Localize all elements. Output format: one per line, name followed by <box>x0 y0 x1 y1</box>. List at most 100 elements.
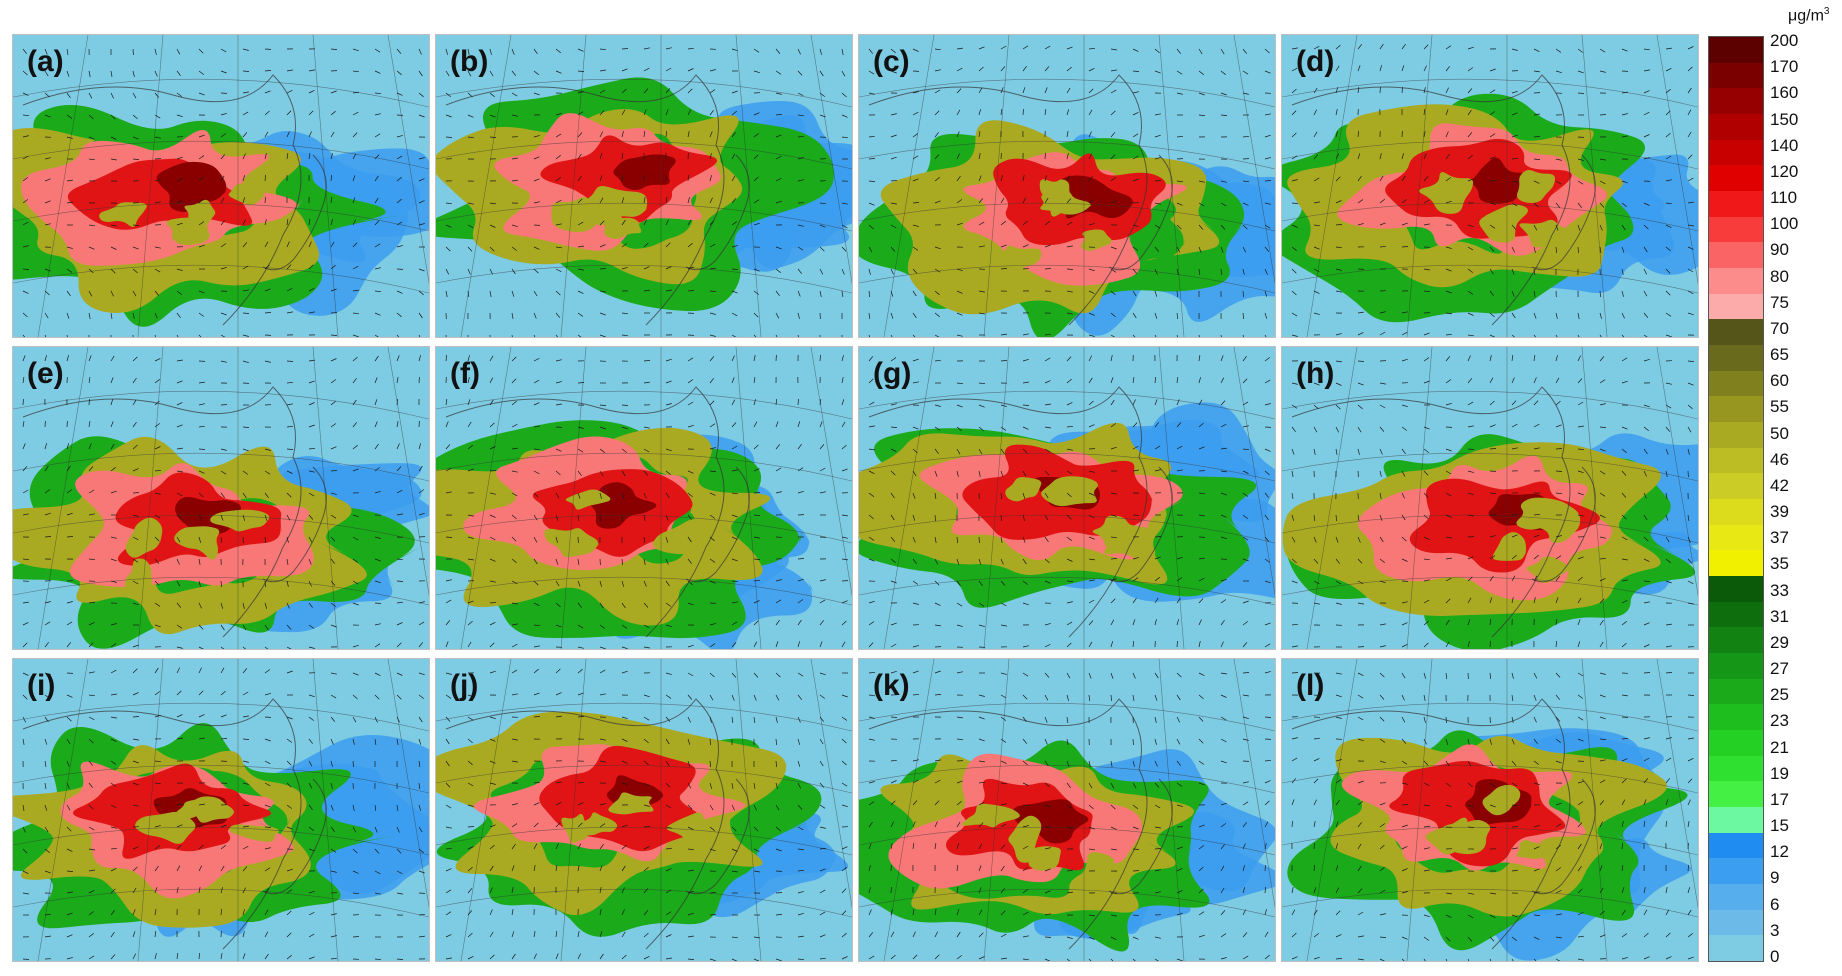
concentration-map <box>859 35 1275 337</box>
colorbar-swatch <box>1709 88 1763 115</box>
concentration-map <box>1282 659 1698 961</box>
colorbar-swatch <box>1709 755 1763 782</box>
concentration-map <box>436 347 852 649</box>
colorbar-tick-label: 12 <box>1770 842 1789 862</box>
colorbar-swatch <box>1709 293 1763 320</box>
panel-label: (l) <box>1296 669 1325 702</box>
colorbar-swatch <box>1709 499 1763 526</box>
panel-label: (g) <box>873 357 912 390</box>
concentration-map <box>859 347 1275 649</box>
colorbar-swatch <box>1709 396 1763 423</box>
map-panel: (j) <box>435 658 853 962</box>
colorbar-swatch <box>1709 216 1763 243</box>
colorbar-swatch <box>1709 242 1763 269</box>
colorbar-swatch <box>1709 319 1763 346</box>
colorbar-tick-label: 27 <box>1770 659 1789 679</box>
colorbar-tick-label: 15 <box>1770 816 1789 836</box>
colorbar-tick-label: 39 <box>1770 502 1789 522</box>
colorbar-swatch <box>1709 550 1763 577</box>
colorbar-tick-label: 110 <box>1770 188 1798 208</box>
concentration-map <box>13 659 429 961</box>
colorbar-tick-label: 50 <box>1770 423 1789 443</box>
colorbar-tick-label: 23 <box>1770 711 1789 731</box>
colorbar-swatch <box>1709 935 1763 962</box>
colorbar-tick-label: 75 <box>1770 292 1789 312</box>
colorbar-swatch <box>1709 268 1763 295</box>
concentration-map <box>1282 347 1698 649</box>
colorbar-tick-label: 90 <box>1770 240 1789 260</box>
map-panel: (h) <box>1281 346 1699 650</box>
colorbar-swatch <box>1709 678 1763 705</box>
colorbar <box>1708 36 1764 962</box>
colorbar-swatch <box>1709 653 1763 680</box>
colorbar-swatch <box>1709 114 1763 141</box>
panel-label: (j) <box>450 669 479 702</box>
colorbar-tick-label: 200 <box>1770 31 1799 50</box>
colorbar-swatch <box>1709 447 1763 474</box>
colorbar-tick-label: 160 <box>1770 83 1799 103</box>
colorbar-swatch <box>1709 858 1763 885</box>
colorbar-swatch <box>1709 37 1763 64</box>
colorbar-tick-label: 9 <box>1770 868 1780 888</box>
panel-label: (a) <box>27 45 64 78</box>
colorbar-swatch <box>1709 139 1763 166</box>
colorbar-tick-label: 150 <box>1770 109 1799 129</box>
colorbar-swatch <box>1709 832 1763 859</box>
colorbar-swatch <box>1709 524 1763 551</box>
panel-label: (e) <box>27 357 64 390</box>
map-panel: (d) <box>1281 34 1699 338</box>
colorbar-tick-label: 60 <box>1770 371 1789 391</box>
colorbar-tick-label: 42 <box>1770 475 1789 495</box>
colorbar-swatch <box>1709 601 1763 628</box>
panel-label: (d) <box>1296 45 1335 78</box>
panel-label: (f) <box>450 357 480 390</box>
colorbar-swatch <box>1709 345 1763 372</box>
colorbar-swatch <box>1709 627 1763 654</box>
colorbar-tick-label: 25 <box>1770 685 1789 705</box>
colorbar-tick-label: 21 <box>1770 737 1789 757</box>
colorbar-tick-label: 140 <box>1770 135 1799 155</box>
concentration-map <box>1282 35 1698 337</box>
colorbar-swatch <box>1709 704 1763 731</box>
map-panel: (k) <box>858 658 1276 962</box>
panel-label: (b) <box>450 45 489 78</box>
map-panel: (a) <box>12 34 430 338</box>
colorbar-tick-label: 55 <box>1770 397 1789 417</box>
colorbar-swatch <box>1709 422 1763 449</box>
colorbar-tick-label: 31 <box>1770 606 1789 626</box>
concentration-map <box>859 659 1275 961</box>
concentration-map <box>13 35 429 337</box>
map-panel: (b) <box>435 34 853 338</box>
colorbar-tick-label: 3 <box>1770 920 1780 940</box>
map-panel: (e) <box>12 346 430 650</box>
colorbar-tick-label: 0 <box>1770 947 1780 966</box>
colorbar-tick-label: 46 <box>1770 449 1789 469</box>
map-panel: (i) <box>12 658 430 962</box>
colorbar-swatch <box>1709 884 1763 911</box>
colorbar-swatch <box>1709 730 1763 757</box>
map-panel: (f) <box>435 346 853 650</box>
colorbar-tick-label: 17 <box>1770 789 1789 809</box>
colorbar-tick-label: 70 <box>1770 318 1789 338</box>
colorbar-swatch <box>1709 781 1763 808</box>
colorbar-tick-label: 6 <box>1770 894 1780 914</box>
colorbar-tick-label: 100 <box>1770 214 1799 234</box>
colorbar-swatch <box>1709 165 1763 192</box>
colorbar-tick-label: 35 <box>1770 554 1789 574</box>
map-panel: (g) <box>858 346 1276 650</box>
concentration-map <box>13 347 429 649</box>
colorbar-swatch <box>1709 370 1763 397</box>
colorbar-tick-label: 19 <box>1770 763 1789 783</box>
colorbar-tick-label: 80 <box>1770 266 1789 286</box>
map-panel: (l) <box>1281 658 1699 962</box>
colorbar-unit: μg/m3 <box>1788 6 1830 25</box>
colorbar-tick-label: 65 <box>1770 345 1789 365</box>
colorbar-swatch <box>1709 473 1763 500</box>
map-panel: (c) <box>858 34 1276 338</box>
colorbar-tick-label: 120 <box>1770 161 1799 181</box>
panel-label: (c) <box>873 45 910 78</box>
colorbar-tick-label: 37 <box>1770 528 1789 548</box>
colorbar-tick-label: 170 <box>1770 57 1799 77</box>
colorbar-tick-label: 33 <box>1770 580 1789 600</box>
colorbar-tick-label: 29 <box>1770 632 1789 652</box>
